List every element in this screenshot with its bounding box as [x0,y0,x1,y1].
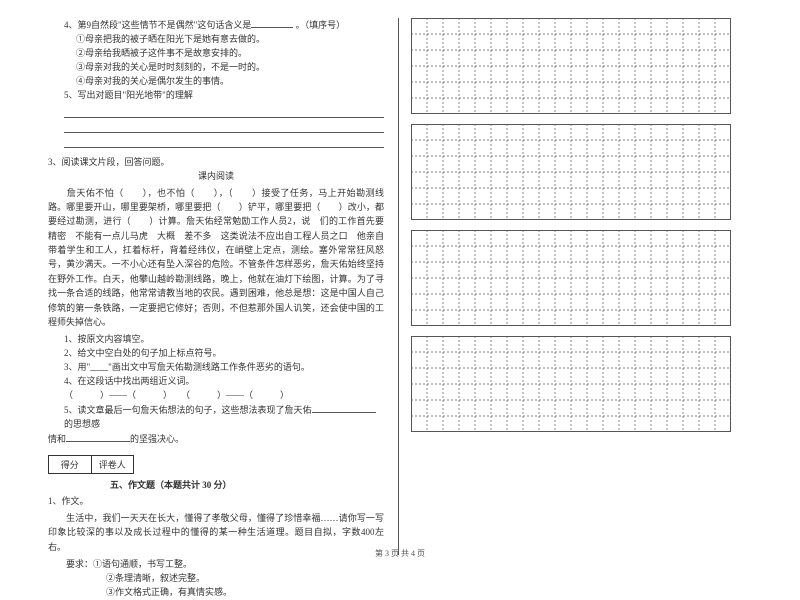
q4-opt-1: ①母亲把我的被子晒在阳光下是她有意去做的。 [48,33,384,47]
section-5-title: 五、作文题（本题共计 30 分） [48,478,384,491]
q4-stem: 4、第9自然段"这些情节不是偶然"这句话含义是 [64,20,251,30]
q5-blank-2[interactable] [64,121,384,133]
q5-blank-3[interactable] [64,136,384,148]
sub-3: 3、用"﹏﹏"画出文中写詹天佑勘测线路工作条件恶劣的语句。 [48,361,384,375]
sub-4: 4、在这段话中找出两组近义词。 [48,375,384,389]
grid-block-4[interactable] [411,336,728,432]
essay-num: 1、作文。 [48,495,384,509]
q5b-blank-2[interactable] [66,432,130,442]
sec3-title: 课内阅读 [48,170,384,184]
q4-opt-2: ②母亲给我晒被子这件事不是故意安排的。 [48,47,384,61]
grid-block-3[interactable] [411,230,728,326]
q5b-a: 5、读文章最后一句詹天佑想法的句子，这些想法表现了詹天佑 [64,405,312,415]
q5b-blank-1[interactable] [312,403,376,413]
sec3-heading: 3、阅读课文片段，回答问题。 [48,156,384,170]
q4-opt-3: ③母亲对我的关心是时时刻刻的，不是一时的。 [48,61,384,75]
q4-opt-4: ④母亲对我的关心是偶尔发生的事情。 [48,75,384,89]
q5-blank-1[interactable] [64,106,384,118]
q5b-c: 情和 [48,434,66,444]
page-footer: 第 3 页 共 4 页 [0,548,800,559]
grid-block-2[interactable] [411,124,728,220]
reading-passage: 詹天佑不怕（ ），也不怕（ ），（ ）接受了任务，马上开始勘测线路。哪里要开山，… [48,186,384,330]
grader-label: 评卷人 [92,456,134,473]
essay-r2: ②条理清晰，叙述完整。 [48,572,384,586]
q4-tail: 。（填序号） [293,20,345,30]
q5-stem: 5、写出对题目"阳光地带"的理解 [48,89,384,103]
q5b-b: 的思想感 [64,419,100,429]
sub-1: 1、按原文内容填空。 [48,333,384,347]
score-label: 得分 [49,456,92,473]
q5b-d: 的坚强决心。 [130,434,184,444]
pair-blanks[interactable]: （ ）——（ ） （ ）——（ ） [48,389,384,403]
q4-blank[interactable] [251,18,293,28]
essay-r3: ③作文格式正确，有真情实感。 [48,586,384,600]
score-box: 得分 评卷人 [48,455,134,474]
answer-grid-column [398,18,728,555]
grid-block-1[interactable] [411,18,728,114]
sub-2: 2、给文中空白处的句子加上标点符号。 [48,347,384,361]
